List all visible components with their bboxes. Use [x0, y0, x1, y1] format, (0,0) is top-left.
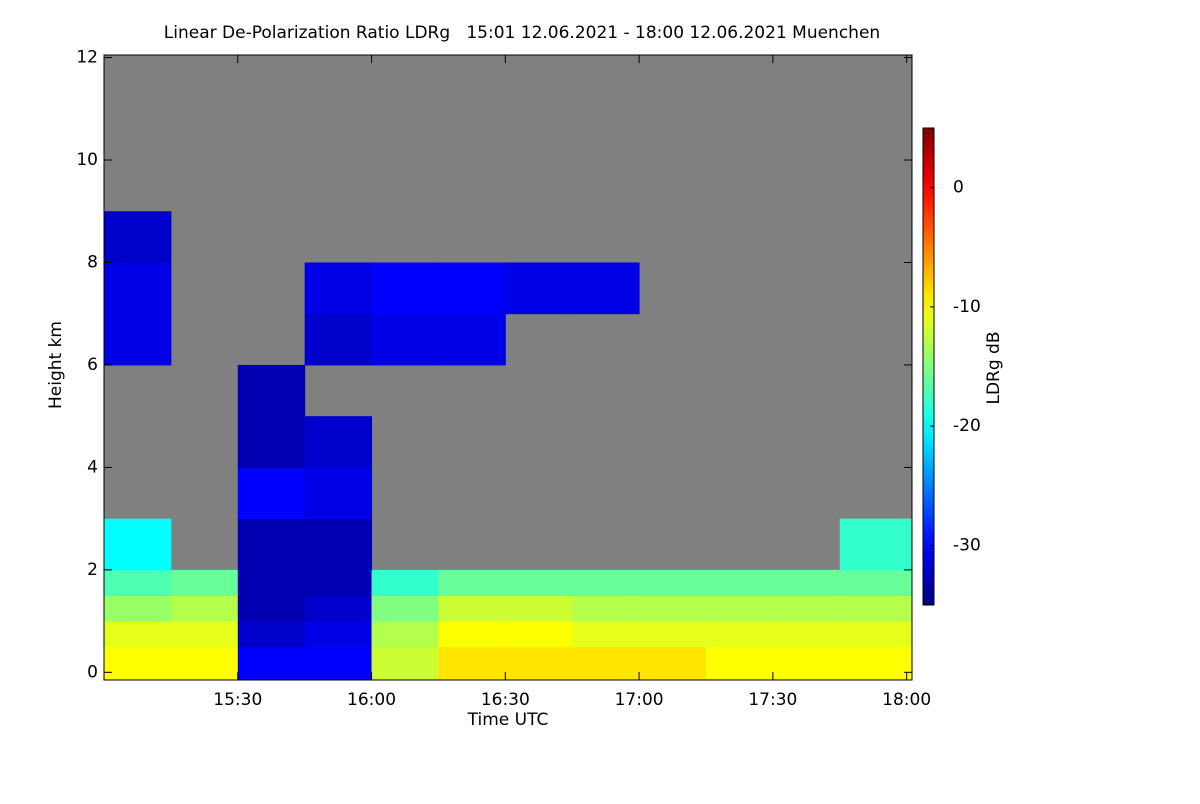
x-tick-label: 16:00: [347, 690, 396, 710]
heatmap-cell: [772, 569, 841, 596]
heatmap-cell: [237, 569, 306, 596]
colorbar-tick-label: -10: [953, 297, 981, 317]
heatmap-cell: [304, 595, 373, 622]
y-tick-label: 6: [87, 355, 98, 375]
heatmap-cell: [505, 569, 573, 596]
heatmap-cell: [839, 569, 913, 596]
heatmap-cell: [572, 262, 640, 315]
x-tick-label: 17:30: [748, 690, 797, 710]
heatmap-cell: [304, 467, 373, 520]
heatmap-cell: [237, 364, 306, 417]
heatmap-cell: [170, 646, 239, 681]
heatmap-cell: [304, 646, 373, 681]
heatmap-cell: [438, 262, 506, 315]
heatmap-cell: [304, 313, 373, 366]
heatmap-cell: [237, 518, 306, 571]
x-axis-label: Time UTC: [467, 710, 549, 730]
y-tick-label: 10: [76, 150, 98, 170]
heatmap-cell: [705, 595, 774, 622]
heatmap-cell: [104, 518, 172, 571]
colorbar: [922, 127, 935, 606]
heatmap-cell: [104, 211, 172, 263]
heatmap-cell: [304, 416, 373, 468]
heatmap-cell: [438, 621, 506, 648]
colorbar-tick-label: 0: [953, 178, 964, 198]
heatmap-cell: [572, 569, 640, 596]
heatmap-cell: [237, 416, 306, 468]
heatmap-cell: [104, 621, 172, 648]
heatmap-cell: [705, 569, 774, 596]
y-axis-label: Height km: [46, 321, 66, 409]
heatmap-cell: [371, 569, 439, 596]
heatmap-cell: [839, 595, 913, 622]
y-tick-label: 8: [87, 252, 98, 272]
heatmap-cell: [237, 646, 306, 681]
heatmap-cell: [170, 621, 239, 648]
colorbar-tick-label: -20: [953, 416, 981, 436]
heatmap-cell: [371, 313, 439, 366]
y-tick-label: 12: [76, 48, 98, 68]
colorbar-tick-label: -30: [953, 535, 981, 555]
heatmap-cell: [639, 621, 707, 648]
heatmap-cell: [104, 569, 172, 596]
colorbar-label: LDRg dB: [984, 331, 1004, 404]
heatmap-cell: [705, 621, 774, 648]
heatmap-cell: [438, 595, 506, 622]
heatmap-cell: [237, 595, 306, 622]
y-tick-label: 0: [87, 662, 98, 682]
heatmap-cell: [438, 569, 506, 596]
heatmap-cell: [104, 646, 172, 681]
heatmap-cell: [104, 313, 172, 366]
heatmap-cell: [237, 467, 306, 520]
heatmap-cell: [304, 569, 373, 596]
heatmap-cell: [572, 646, 640, 681]
heatmap-cell: [839, 518, 913, 571]
heatmap-cell: [304, 262, 373, 315]
heatmap-cell: [772, 646, 841, 681]
y-tick-label: 2: [87, 560, 98, 580]
heatmap-cell: [839, 646, 913, 681]
heatmap-cell: [505, 646, 573, 681]
heatmap-cell: [639, 646, 707, 681]
heatmap-cell: [371, 595, 439, 622]
heatmap-cell: [505, 621, 573, 648]
x-tick-label: 15:30: [213, 690, 262, 710]
heatmap-cell: [104, 262, 172, 315]
heatmap-cell: [170, 569, 239, 596]
x-tick-label: 17:00: [615, 690, 664, 710]
heatmap-cell: [104, 595, 172, 622]
heatmap-cell: [639, 569, 707, 596]
heatmap-cell: [839, 621, 913, 648]
heatmap-cell: [371, 262, 439, 315]
chart-title: Linear De-Polarization Ratio LDRg 15:01 …: [164, 23, 880, 43]
heatmap-cell: [505, 595, 573, 622]
heatmap-cell: [371, 621, 439, 648]
heatmap-cell: [170, 595, 239, 622]
plot-frame: [103, 54, 913, 681]
heatmap-cell: [438, 646, 506, 681]
heatmap-cell: [438, 313, 506, 366]
heatmap-cell: [371, 646, 439, 681]
heatmap-cell: [772, 595, 841, 622]
heatmap-cell: [237, 621, 306, 648]
x-tick-label: 18:00: [882, 690, 931, 710]
heatmap-cell: [304, 518, 373, 571]
y-tick-label: 4: [87, 457, 98, 477]
heatmap-cell: [572, 595, 640, 622]
heatmap-cell: [572, 621, 640, 648]
heatmap-cell: [505, 262, 573, 315]
heatmap-cell: [705, 646, 774, 681]
heatmap-cell: [639, 595, 707, 622]
heatmap-cell: [772, 621, 841, 648]
heatmap-cell: [304, 621, 373, 648]
x-tick-label: 16:30: [481, 690, 530, 710]
